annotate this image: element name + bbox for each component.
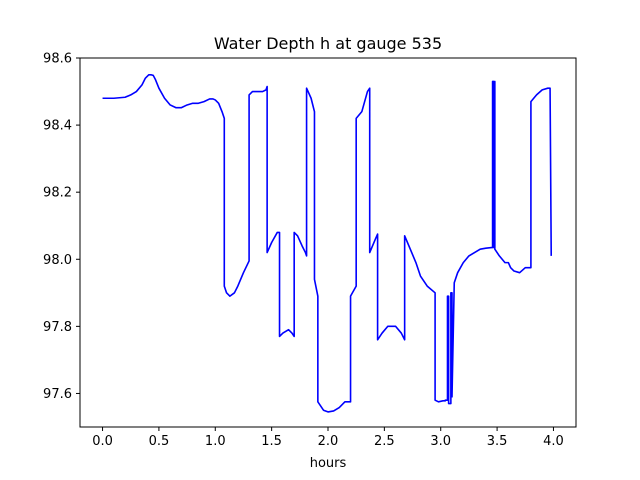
y-tick-label: 98.2	[43, 186, 72, 201]
chart-title: Water Depth h at gauge 535	[214, 34, 442, 53]
y-tick-label: 98.4	[43, 119, 72, 134]
x-tick-label: 0.5	[149, 434, 170, 449]
x-tick-label: 2.0	[318, 434, 339, 449]
series-lines	[102, 73, 552, 413]
x-tick-label: 0.0	[92, 434, 113, 449]
y-tick-label: 98.6	[43, 52, 72, 67]
x-tick-label: 4.0	[543, 434, 564, 449]
y-axis: 97.6 97.8 98.0 98.2 98.4 98.6	[43, 52, 80, 402]
y-tick-label: 97.6	[43, 387, 72, 402]
x-tick-label: 3.0	[430, 434, 451, 449]
x-tick-label: 1.5	[261, 434, 282, 449]
x-tick-label: 3.5	[487, 434, 508, 449]
y-tick-label: 98.0	[43, 253, 72, 268]
y-tick-label: 97.8	[43, 320, 72, 335]
x-tick-label: 2.5	[374, 434, 395, 449]
x-axis-label: hours	[310, 456, 347, 471]
x-axis: 0.0 0.5 1.0 1.5 2.0 2.5 3.0 3.5 4.0	[92, 427, 564, 449]
plot-frame	[79, 57, 577, 428]
x-tick-label: 1.0	[205, 434, 226, 449]
series-line-0	[102, 73, 552, 413]
